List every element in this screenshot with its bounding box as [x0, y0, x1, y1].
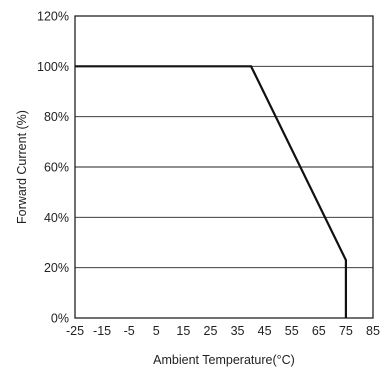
- x-axis-ticks: -25 -15 -5 5 15 25 35 45 55 65 75 85: [66, 324, 380, 338]
- x-tick-label: 55: [285, 324, 299, 338]
- x-tick-label: 15: [176, 324, 190, 338]
- x-tick-label: 25: [204, 324, 218, 338]
- x-axis-label: Ambient Temperature(°C): [153, 353, 295, 367]
- x-tick-label: 45: [258, 324, 272, 338]
- y-tick-label: 60%: [44, 161, 69, 175]
- x-tick-label: -15: [93, 324, 111, 338]
- x-tick-label: 85: [366, 324, 380, 338]
- x-tick-label: 35: [231, 324, 245, 338]
- series-layer: [75, 65, 348, 318]
- plot-area-frame: [74, 15, 374, 319]
- x-tick-label: 5: [153, 324, 160, 338]
- gridlines: [75, 65, 373, 269]
- y-tick-label: 120%: [37, 10, 69, 24]
- x-tick-label: -25: [66, 324, 84, 338]
- y-tick-label: 80%: [44, 110, 69, 124]
- y-tick-label: 100%: [37, 60, 69, 74]
- y-axis-ticks: 0% 20% 40% 60% 80% 100% 120%: [37, 10, 69, 326]
- y-tick-label: 0%: [51, 312, 69, 326]
- x-tick-label: 75: [339, 324, 353, 338]
- y-tick-label: 20%: [44, 261, 69, 275]
- series-line: [75, 65, 348, 318]
- y-tick-label: 40%: [44, 211, 69, 225]
- y-axis-label: Forward Current (%): [15, 110, 29, 224]
- x-tick-label: 65: [312, 324, 326, 338]
- x-tick-label: -5: [124, 324, 135, 338]
